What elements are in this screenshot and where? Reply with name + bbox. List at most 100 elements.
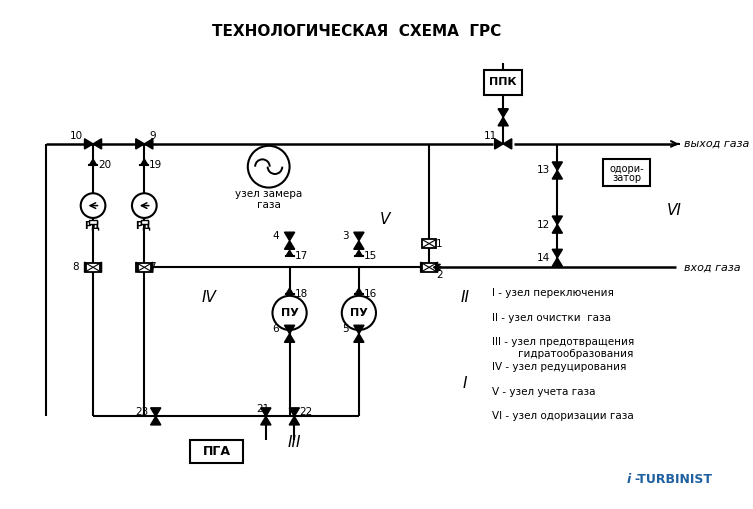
Polygon shape (141, 159, 148, 165)
Polygon shape (552, 162, 562, 171)
Text: II: II (461, 290, 470, 305)
Text: V - узел учета газа: V - узел учета газа (492, 387, 596, 397)
Polygon shape (552, 224, 562, 233)
Text: 4: 4 (273, 231, 279, 241)
Text: I - узел переключения: I - узел переключения (492, 288, 614, 298)
Text: 5: 5 (342, 324, 349, 334)
Text: 2: 2 (436, 270, 443, 280)
Text: III: III (288, 435, 301, 449)
Text: ППК: ППК (489, 77, 517, 87)
Polygon shape (354, 334, 364, 343)
Text: 23: 23 (135, 407, 148, 417)
Polygon shape (286, 250, 293, 256)
Polygon shape (285, 334, 294, 343)
Circle shape (342, 296, 376, 330)
Text: 7: 7 (149, 262, 156, 272)
Text: II - узел очистки  газа: II - узел очистки газа (492, 313, 611, 323)
Text: 3: 3 (342, 231, 349, 241)
Polygon shape (355, 250, 362, 256)
Text: ПУ: ПУ (350, 308, 367, 318)
Polygon shape (354, 232, 364, 241)
Polygon shape (145, 262, 153, 272)
Text: 12: 12 (536, 219, 550, 230)
Text: VI: VI (666, 203, 681, 218)
Polygon shape (429, 262, 437, 272)
Bar (87, 263, 99, 272)
Text: вход газа: вход газа (684, 262, 740, 272)
Circle shape (81, 193, 105, 218)
Polygon shape (286, 288, 293, 294)
Circle shape (248, 146, 290, 187)
Bar (190, 440, 243, 463)
Polygon shape (93, 139, 102, 149)
Text: 8: 8 (72, 262, 79, 272)
Polygon shape (421, 262, 429, 272)
Polygon shape (136, 262, 145, 272)
Bar (422, 263, 436, 272)
Polygon shape (289, 416, 300, 425)
Polygon shape (355, 288, 362, 294)
Text: VI - узел одоризации газа: VI - узел одоризации газа (492, 411, 633, 421)
Polygon shape (289, 408, 300, 416)
Text: 19: 19 (149, 160, 163, 170)
Polygon shape (552, 258, 562, 266)
Circle shape (273, 296, 306, 330)
Polygon shape (151, 416, 161, 425)
Polygon shape (90, 159, 96, 165)
Polygon shape (503, 139, 512, 149)
Text: 20: 20 (98, 160, 111, 170)
Text: V: V (380, 212, 390, 228)
Bar (141, 220, 148, 223)
Text: 10: 10 (70, 131, 84, 142)
Polygon shape (151, 408, 161, 416)
Text: 9: 9 (149, 131, 156, 142)
Text: узел замера: узел замера (235, 189, 302, 199)
Text: гидратообразования: гидратообразования (492, 349, 633, 359)
Polygon shape (552, 171, 562, 179)
Polygon shape (495, 139, 503, 149)
Text: ПГА: ПГА (203, 445, 230, 458)
Polygon shape (261, 416, 271, 425)
Bar (603, 159, 651, 186)
Text: 22: 22 (299, 407, 312, 417)
Bar (422, 239, 436, 248)
Polygon shape (285, 241, 294, 249)
Text: i: i (626, 473, 631, 487)
Bar (484, 70, 522, 95)
Text: одори-: одори- (609, 163, 644, 174)
Text: РД: РД (84, 221, 100, 231)
Circle shape (132, 193, 157, 218)
Polygon shape (93, 262, 102, 272)
Text: РД: РД (136, 221, 151, 231)
Text: 6: 6 (273, 324, 279, 334)
Text: 21: 21 (256, 404, 270, 414)
Polygon shape (145, 139, 153, 149)
Polygon shape (354, 241, 364, 249)
Polygon shape (84, 262, 93, 272)
Text: I: I (463, 376, 468, 390)
Text: 14: 14 (536, 253, 550, 263)
Bar (138, 263, 151, 272)
Polygon shape (285, 232, 294, 241)
Text: выход газа: выход газа (684, 139, 749, 149)
Polygon shape (552, 249, 562, 258)
Polygon shape (84, 139, 93, 149)
Polygon shape (498, 117, 508, 126)
Text: 1: 1 (436, 239, 443, 248)
Text: III - узел предотвращения: III - узел предотвращения (492, 337, 634, 347)
Text: ПУ: ПУ (281, 308, 298, 318)
Text: затор: затор (612, 173, 642, 183)
Text: IV - узел редуцирования: IV - узел редуцирования (492, 362, 626, 372)
Text: 11: 11 (484, 131, 498, 142)
Text: 17: 17 (294, 251, 307, 261)
Bar (90, 220, 97, 223)
Polygon shape (285, 325, 294, 334)
Polygon shape (552, 216, 562, 224)
Text: 13: 13 (536, 165, 550, 176)
Text: -TURBINIST: -TURBINIST (634, 473, 712, 487)
Polygon shape (136, 139, 145, 149)
Polygon shape (261, 408, 271, 416)
Polygon shape (498, 109, 508, 117)
Text: 18: 18 (294, 289, 307, 299)
Text: 15: 15 (364, 251, 377, 261)
